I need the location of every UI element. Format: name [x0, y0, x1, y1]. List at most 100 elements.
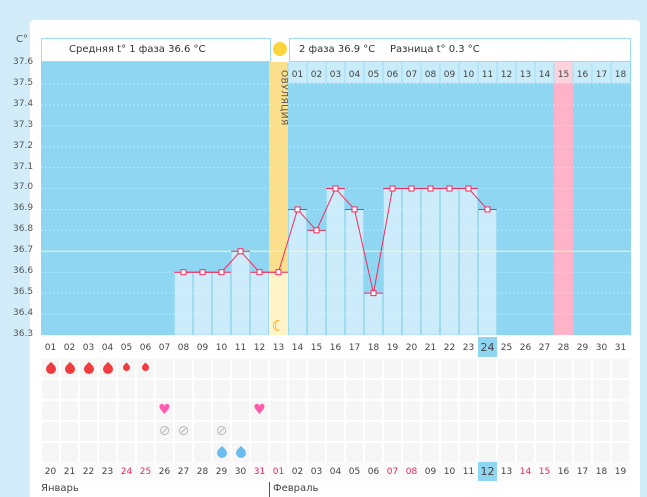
day-cell[interactable]: 20	[405, 343, 418, 353]
calendar-cell[interactable]	[41, 442, 60, 463]
calendar-cell[interactable]	[535, 421, 554, 442]
calendar-cell[interactable]	[193, 400, 212, 421]
day-cell[interactable]: 21	[424, 343, 437, 353]
calendar-cell[interactable]	[573, 358, 592, 379]
calendar-cell[interactable]	[611, 379, 630, 400]
date-cell[interactable]: 24	[117, 462, 136, 481]
day-cell[interactable]: 13	[272, 343, 285, 353]
calendar-cell[interactable]	[155, 379, 174, 400]
date-cell[interactable]: 20	[41, 462, 60, 481]
date-cell[interactable]: 14	[516, 462, 535, 481]
calendar-cell[interactable]	[459, 358, 478, 379]
calendar-cell[interactable]	[136, 421, 155, 442]
calendar-cell[interactable]	[288, 358, 307, 379]
calendar-cell[interactable]	[383, 442, 402, 463]
calendar-cell[interactable]	[364, 421, 383, 442]
calendar-cell[interactable]	[383, 379, 402, 400]
date-cell[interactable]: 25	[136, 462, 155, 481]
calendar-cell[interactable]	[79, 379, 98, 400]
calendar-cell[interactable]	[60, 400, 79, 421]
date-cell[interactable]: 13	[497, 462, 516, 481]
calendar-cell[interactable]	[212, 400, 231, 421]
calendar-cell[interactable]	[288, 421, 307, 442]
calendar-cell[interactable]	[326, 442, 345, 463]
calendar-cell[interactable]	[269, 400, 288, 421]
calendar-cell[interactable]	[174, 421, 193, 442]
water-drop-icon[interactable]	[231, 443, 250, 464]
calendar-cell[interactable]	[269, 421, 288, 442]
calendar-cell[interactable]	[117, 442, 136, 463]
date-cell[interactable]: 02	[288, 462, 307, 481]
calendar-cell[interactable]	[288, 400, 307, 421]
calendar-cell[interactable]	[231, 400, 250, 421]
date-cell[interactable]: 31	[250, 462, 269, 481]
calendar-cell[interactable]	[117, 421, 136, 442]
date-cell[interactable]: 18	[592, 462, 611, 481]
calendar-cell[interactable]	[497, 379, 516, 400]
calendar-cell[interactable]	[136, 400, 155, 421]
calendar-cell[interactable]	[212, 421, 231, 442]
calendar-cell[interactable]	[269, 442, 288, 463]
calendar-cell[interactable]	[573, 421, 592, 442]
calendar-cell[interactable]	[155, 421, 174, 442]
calendar-cell[interactable]	[250, 400, 269, 421]
calendar-cell[interactable]	[345, 421, 364, 442]
calendar-cell[interactable]	[478, 358, 497, 379]
calendar-cell[interactable]	[554, 421, 573, 442]
day-cell[interactable]: 16	[329, 343, 342, 353]
blood-drop-big-icon[interactable]	[41, 359, 60, 380]
calendar-cell[interactable]	[497, 421, 516, 442]
calendar-cell[interactable]	[117, 379, 136, 400]
calendar-cell[interactable]	[345, 379, 364, 400]
calendar-cell[interactable]	[60, 379, 79, 400]
calendar-cell[interactable]	[345, 442, 364, 463]
date-cell[interactable]: 03	[307, 462, 326, 481]
calendar-cell[interactable]	[478, 379, 497, 400]
calendar-cell[interactable]	[231, 421, 250, 442]
date-cell[interactable]: 27	[174, 462, 193, 481]
blood-drop-big-icon[interactable]	[98, 359, 117, 380]
day-cell[interactable]: 09	[196, 343, 209, 353]
calendar-cell[interactable]	[41, 379, 60, 400]
calendar-cell[interactable]	[459, 442, 478, 463]
calendar-cell[interactable]	[478, 421, 497, 442]
calendar-cell[interactable]	[478, 442, 497, 463]
calendar-cell[interactable]	[421, 379, 440, 400]
date-cell[interactable]: 30	[231, 462, 250, 481]
calendar-cell[interactable]	[535, 400, 554, 421]
calendar-cell[interactable]	[497, 442, 516, 463]
calendar-cell[interactable]	[516, 379, 535, 400]
day-cell[interactable]: 19	[386, 343, 399, 353]
calendar-cell[interactable]	[155, 358, 174, 379]
calendar-cell[interactable]	[535, 442, 554, 463]
calendar-cell[interactable]	[193, 421, 212, 442]
calendar-cell[interactable]	[421, 442, 440, 463]
calendar-cell[interactable]	[459, 400, 478, 421]
calendar-cell[interactable]	[155, 400, 174, 421]
calendar-cell[interactable]	[440, 400, 459, 421]
date-cell[interactable]: 16	[554, 462, 573, 481]
day-cell[interactable]: 03	[82, 343, 95, 353]
calendar-cell[interactable]	[592, 358, 611, 379]
calendar-cell[interactable]	[383, 400, 402, 421]
calendar-cell[interactable]	[516, 400, 535, 421]
calendar-cell[interactable]	[307, 421, 326, 442]
calendar-cell[interactable]	[364, 358, 383, 379]
calendar-cell[interactable]	[440, 421, 459, 442]
date-cell[interactable]: 07	[383, 462, 402, 481]
day-cell[interactable]: 25	[500, 343, 513, 353]
calendar-cell[interactable]	[421, 358, 440, 379]
calendar-cell[interactable]	[231, 358, 250, 379]
date-cell[interactable]: 10	[440, 462, 459, 481]
calendar-cell[interactable]	[307, 358, 326, 379]
calendar-cell[interactable]	[516, 358, 535, 379]
calendar-cell[interactable]	[326, 358, 345, 379]
calendar-cell[interactable]	[288, 442, 307, 463]
water-drop-icon[interactable]	[212, 443, 231, 464]
day-cell[interactable]: 11	[234, 343, 247, 353]
pill-icon[interactable]: ⊘	[158, 423, 171, 439]
calendar-cell[interactable]	[611, 400, 630, 421]
calendar-cell[interactable]	[535, 379, 554, 400]
calendar-cell[interactable]	[516, 442, 535, 463]
calendar-cell[interactable]	[212, 358, 231, 379]
